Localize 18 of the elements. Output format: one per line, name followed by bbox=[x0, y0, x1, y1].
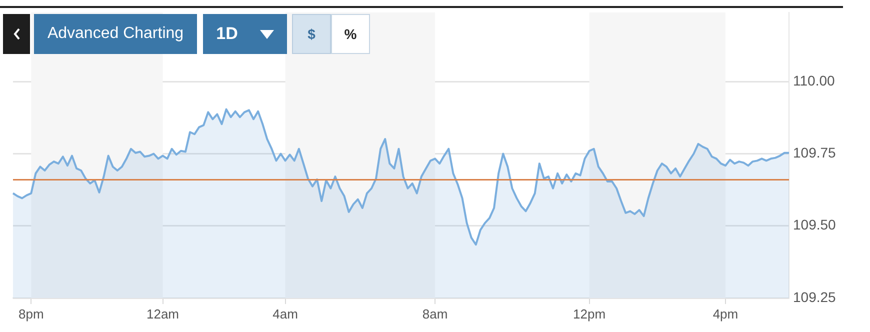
price-toggle: $ bbox=[292, 14, 331, 54]
annotation: Advanced Charting bbox=[47, 25, 184, 43]
y-tick-label: 109.25 bbox=[793, 288, 836, 305]
x-tick-label: 4am bbox=[272, 306, 298, 322]
y-tick-label: 110.00 bbox=[793, 72, 835, 88]
x-tick-label: 12pm bbox=[573, 306, 606, 322]
x-tick-label: 12am bbox=[146, 306, 180, 322]
annotation: 1D bbox=[216, 24, 238, 44]
annotation: $ bbox=[308, 26, 316, 42]
percent-toggle: % bbox=[331, 14, 370, 54]
y-tick-label: 109.50 bbox=[793, 216, 836, 233]
x-tick-label: 8am bbox=[422, 306, 448, 322]
range-dropdown: 1D bbox=[203, 14, 287, 54]
x-tick-label: 4pm bbox=[712, 306, 738, 322]
annotation: % bbox=[344, 26, 357, 42]
charting-button: Advanced Charting bbox=[34, 14, 197, 54]
x-tick-label: 8pm bbox=[18, 306, 44, 322]
y-tick-label: 109.75 bbox=[793, 144, 836, 161]
